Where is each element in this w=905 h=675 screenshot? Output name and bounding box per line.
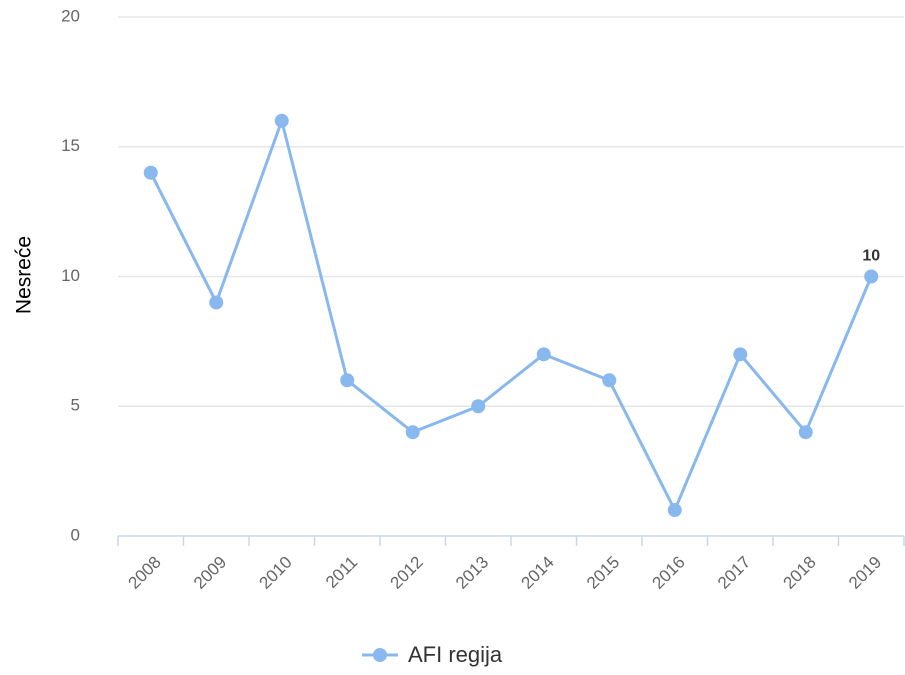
x-tick-label: 2016 (649, 553, 689, 593)
x-tick-label: 2019 (845, 553, 885, 593)
data-label: 10 (862, 248, 880, 265)
point (536, 347, 551, 362)
x-tick-label: 2008 (125, 553, 165, 593)
point (602, 373, 617, 388)
point (143, 165, 158, 180)
point (667, 503, 682, 518)
point (798, 425, 813, 440)
x-tick-label: 2012 (387, 553, 427, 593)
x-tick-label: 2011 (322, 553, 361, 592)
series-line (149, 115, 873, 514)
point (209, 295, 224, 310)
x-tick-label: 2018 (780, 553, 820, 593)
y-tick-label: 10 (61, 266, 80, 285)
y-axis-title: Nesreće (13, 236, 36, 314)
point (471, 399, 486, 414)
y-tick-label: 20 (61, 6, 80, 25)
point (274, 113, 289, 128)
x-tick-label: 2009 (190, 553, 230, 593)
y-tick-label: 5 (71, 396, 80, 415)
y-tick-label: 15 (61, 136, 80, 155)
x-tick-label: 2014 (518, 553, 558, 593)
point (864, 269, 879, 284)
point (733, 347, 748, 362)
x-tick-label: 2015 (583, 553, 623, 593)
y-tick-label: 0 (71, 525, 80, 544)
x-tick-label: 2010 (256, 553, 296, 593)
legend-label: AFI regija (408, 642, 503, 667)
point (340, 373, 355, 388)
legend-marker (373, 648, 387, 662)
x-tick-label: 2013 (452, 553, 492, 593)
x-tick-label: 2017 (714, 553, 754, 593)
point (405, 425, 420, 440)
